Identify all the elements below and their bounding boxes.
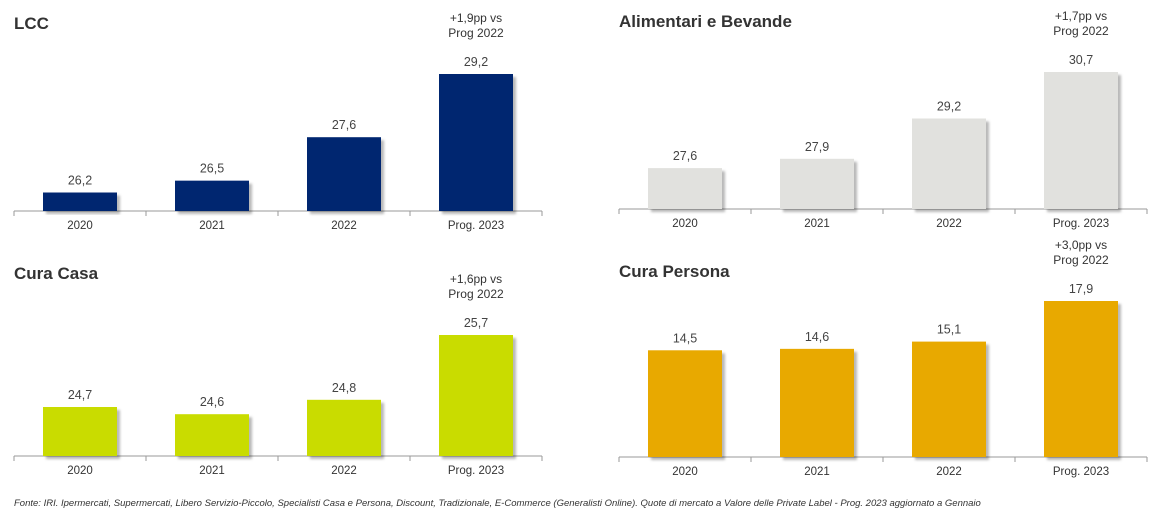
bar-chart: 24,7 2020 24,6 2021 24,8 2022 25,7 Prog. 2023 +1… <box>13 272 543 477</box>
bar <box>307 399 381 456</box>
bar-chart: 26,2 2020 26,5 2021 27,6 2022 29,2 Prog. 2023 +1… <box>13 11 543 232</box>
bar <box>175 414 249 456</box>
data-label: 29,2 <box>464 55 488 69</box>
category-label: 2021 <box>804 218 830 230</box>
data-label: 27,6 <box>332 118 356 132</box>
data-label: 24,7 <box>68 388 92 402</box>
data-label: 26,5 <box>200 162 224 176</box>
category-label: 2020 <box>67 465 93 477</box>
bar <box>780 348 854 457</box>
data-label: 14,6 <box>805 330 829 344</box>
data-label: 27,6 <box>673 149 697 163</box>
data-label: 25,7 <box>464 316 488 330</box>
bar <box>439 74 513 211</box>
growth-annotation: +1,7pp vs <box>1055 9 1107 23</box>
growth-annotation: Prog 2022 <box>1053 253 1109 267</box>
source-footnote: Fonte: IRI. Ipermercati, Supermercati, L… <box>14 498 981 509</box>
category-label: 2022 <box>331 220 357 232</box>
bar <box>43 407 117 456</box>
category-label: Prog. 2023 <box>1053 218 1109 230</box>
bar <box>43 192 117 211</box>
bar <box>912 118 986 209</box>
growth-annotation: +3,0pp vs <box>1055 238 1107 252</box>
bar-chart: 27,6 2020 27,9 2021 29,2 2022 30,7 Prog. 2023 +1… <box>618 9 1148 230</box>
bar <box>307 137 381 211</box>
chart-title: Cura Persona <box>619 262 730 281</box>
category-label: 2020 <box>672 218 698 230</box>
data-label: 30,7 <box>1069 53 1093 67</box>
chart-title: Alimentari e Bevande <box>619 12 792 31</box>
category-label: 2020 <box>67 220 93 232</box>
growth-annotation: +1,9pp vs <box>450 11 502 25</box>
bar <box>648 168 722 209</box>
growth-annotation: Prog 2022 <box>1053 24 1109 38</box>
growth-annotation: Prog 2022 <box>448 287 504 301</box>
data-label: 29,2 <box>937 100 961 114</box>
chart-panel-cura-casa: Cura Casa 24,7 2020 24,6 2021 24,8 2022 25,7 Pr… <box>13 264 574 512</box>
category-label: Prog. 2023 <box>1053 466 1109 478</box>
bar <box>1044 72 1118 209</box>
bar <box>439 335 513 456</box>
chart-panel-lcc: LCC 26,2 2020 26,5 2021 27,6 2022 29,2 Prog. 20… <box>13 11 574 262</box>
category-label: Prog. 2023 <box>448 220 504 232</box>
category-label: 2021 <box>199 465 225 477</box>
bar-chart: 14,5 2020 14,6 2021 15,1 2022 17,9 Prog. 2023 +3… <box>618 238 1148 478</box>
growth-annotation: Prog 2022 <box>448 26 504 40</box>
chart-panel-alimentari-bevande: Alimentari e Bevande 27,6 2020 27,9 2021 29,… <box>618 9 1165 260</box>
data-label: 17,9 <box>1069 282 1093 296</box>
bar <box>780 158 854 209</box>
data-label: 14,5 <box>673 331 697 345</box>
data-label: 26,2 <box>68 174 92 188</box>
bar <box>1044 301 1118 457</box>
category-label: 2021 <box>804 466 830 478</box>
data-label: 24,8 <box>332 381 356 395</box>
chart-title: Cura Casa <box>14 264 99 283</box>
chart-panel-cura-persona: Cura Persona 14,5 2020 14,6 2021 15,1 2022 17,… <box>618 238 1165 510</box>
bar <box>912 341 986 457</box>
category-label: 2021 <box>199 220 225 232</box>
bar <box>175 180 249 211</box>
category-label: 2022 <box>936 218 962 230</box>
category-label: 2022 <box>331 465 357 477</box>
data-label: 27,9 <box>805 140 829 154</box>
category-label: Prog. 2023 <box>448 465 504 477</box>
bar <box>648 350 722 457</box>
category-label: 2020 <box>672 466 698 478</box>
data-label: 24,6 <box>200 395 224 409</box>
data-label: 15,1 <box>937 323 961 337</box>
chart-title: LCC <box>14 14 49 33</box>
category-label: 2022 <box>936 466 962 478</box>
growth-annotation: +1,6pp vs <box>450 272 502 286</box>
